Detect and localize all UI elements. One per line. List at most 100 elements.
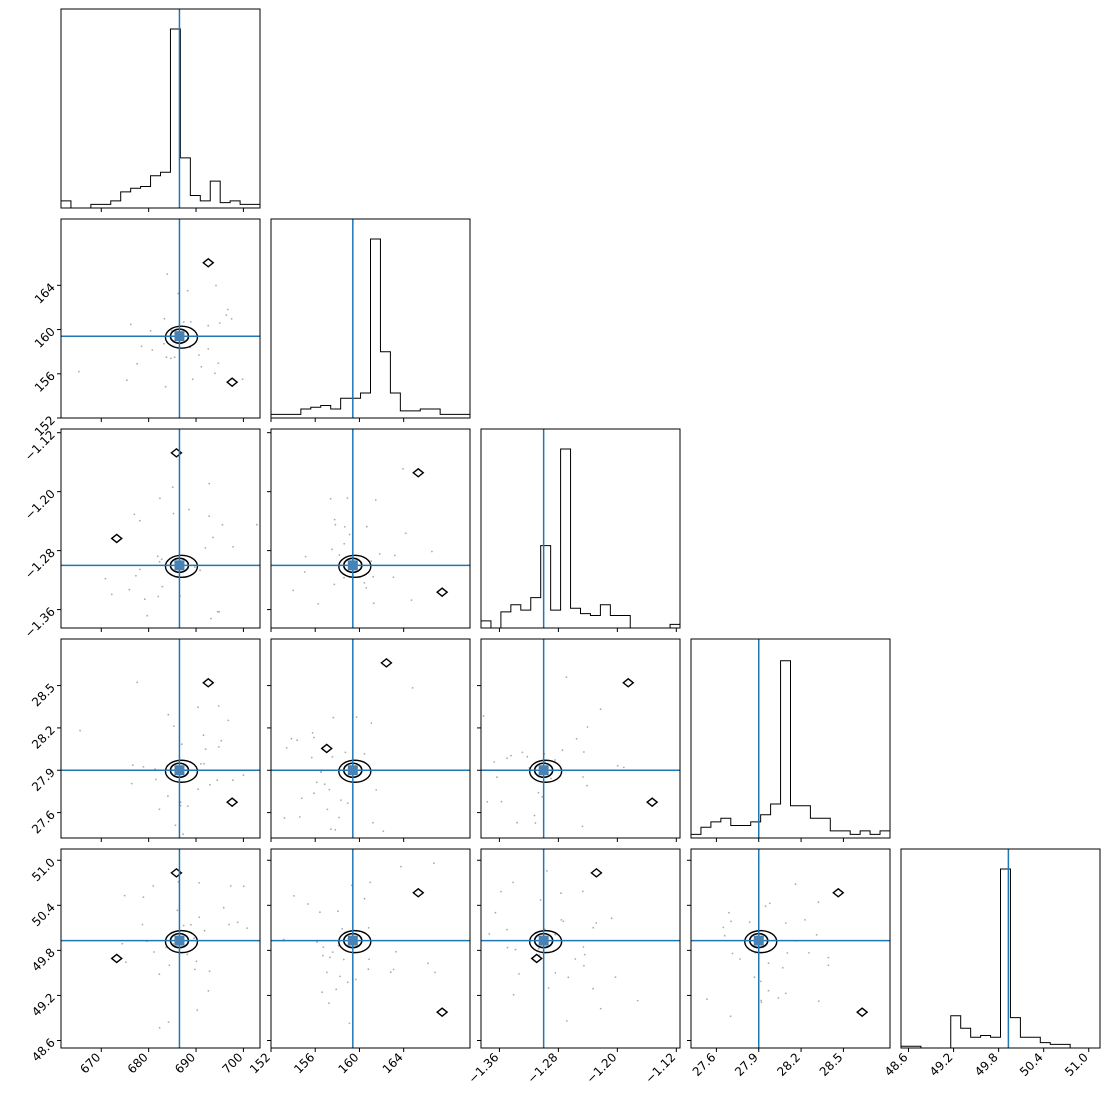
sample-point: [767, 989, 770, 992]
sample-point: [392, 576, 395, 579]
sample-point: [125, 961, 127, 963]
contour-outer: [338, 759, 372, 783]
sample-point: [537, 791, 540, 794]
sample-point: [340, 799, 342, 801]
sample-point: [212, 536, 214, 539]
truth-marker: [174, 765, 185, 776]
panel-background: [271, 429, 470, 628]
sample-point: [333, 518, 336, 521]
panel-1-1: [270, 218, 471, 422]
sample-point: [195, 960, 198, 963]
sample-point: [365, 525, 368, 528]
sample-point: [190, 923, 192, 926]
sample-point: [311, 732, 314, 734]
sample-point: [378, 553, 381, 555]
sample-point: [328, 1002, 330, 1004]
sample-point: [200, 365, 203, 368]
y-tick-label: 27.9: [29, 765, 58, 794]
sample-point: [512, 993, 515, 996]
sample-point: [216, 610, 219, 613]
sample-point: [229, 885, 232, 887]
sample-point: [370, 560, 373, 563]
sample-point: [293, 895, 295, 897]
contour-island: [436, 1007, 449, 1018]
sample-point: [335, 988, 338, 991]
sample-point: [521, 751, 524, 754]
panel-frame: [60, 638, 261, 839]
sample-point: [182, 321, 185, 323]
panel-background: [481, 639, 680, 838]
contour-island: [412, 887, 425, 898]
panel-0-0: [60, 8, 261, 212]
sample-point: [331, 951, 334, 953]
sample-point: [344, 751, 347, 754]
sample-point: [367, 968, 370, 971]
sample-point: [174, 824, 177, 827]
panel-3-3: [690, 638, 891, 842]
sample-point: [496, 776, 498, 779]
sample-point: [218, 610, 221, 613]
y-tick-label: 49.2: [29, 990, 58, 1019]
sample-point: [547, 987, 550, 989]
sample-point: [210, 617, 212, 620]
panel-frame: [60, 428, 261, 629]
panel-4-3: 27.6 27.9 28.2 28.5: [687, 848, 891, 1079]
sample-point: [217, 362, 220, 364]
panel-3-2: [477, 638, 681, 842]
sample-point: [158, 1026, 161, 1029]
sample-point: [142, 765, 145, 768]
contour-island: [320, 743, 333, 754]
sample-point: [165, 946, 168, 949]
sample-point: [241, 378, 244, 381]
sample-point: [221, 523, 224, 526]
x-tick-label: 164: [380, 1050, 406, 1076]
sample-point: [171, 486, 174, 488]
y-tick-label: −1.28: [22, 546, 58, 582]
panel-4-2: −1.36 −1.28 −1.20 −1.12: [466, 848, 681, 1086]
truth-marker: [174, 331, 185, 342]
sample-point: [153, 951, 156, 953]
sample-point: [355, 716, 358, 718]
sample-point: [158, 560, 161, 563]
contour-outer: [744, 929, 778, 954]
sample-point: [768, 902, 771, 905]
sample-point: [300, 797, 303, 800]
panel-frame: [270, 428, 471, 629]
truth-marker: [753, 935, 764, 946]
panel-frame: [690, 638, 891, 839]
sample-point: [614, 976, 617, 978]
contour-island: [590, 867, 603, 878]
contour-outer: [528, 759, 563, 783]
sample-point: [194, 968, 196, 971]
panel-background: [481, 429, 680, 628]
sample-point: [232, 779, 234, 782]
sample-point: [341, 928, 344, 930]
sample-point: [500, 800, 503, 803]
x-tick-label: 27.9: [732, 1050, 761, 1079]
sample-point: [163, 342, 165, 345]
sample-point: [159, 497, 161, 500]
sample-point: [151, 349, 154, 351]
sample-point: [722, 926, 725, 929]
sample-point: [374, 499, 377, 501]
sample-point: [493, 761, 496, 763]
sample-point: [338, 816, 340, 819]
sample-point: [215, 284, 217, 287]
sample-point: [784, 922, 787, 924]
sample-point: [186, 289, 189, 292]
sample-point: [163, 317, 166, 320]
sample-point: [182, 924, 185, 927]
sample-point: [546, 870, 548, 872]
sample-point: [748, 921, 751, 924]
panel-frame: [480, 638, 681, 839]
sample-point: [135, 574, 137, 577]
y-tick-label: 51.0: [29, 855, 58, 884]
sample-point: [313, 792, 315, 795]
contour-island: [646, 797, 659, 808]
sample-point: [236, 921, 239, 924]
sample-point: [189, 321, 192, 323]
contour-island: [832, 887, 845, 898]
sample-point: [170, 357, 172, 360]
sample-point: [622, 766, 625, 769]
sample-point: [303, 571, 306, 573]
